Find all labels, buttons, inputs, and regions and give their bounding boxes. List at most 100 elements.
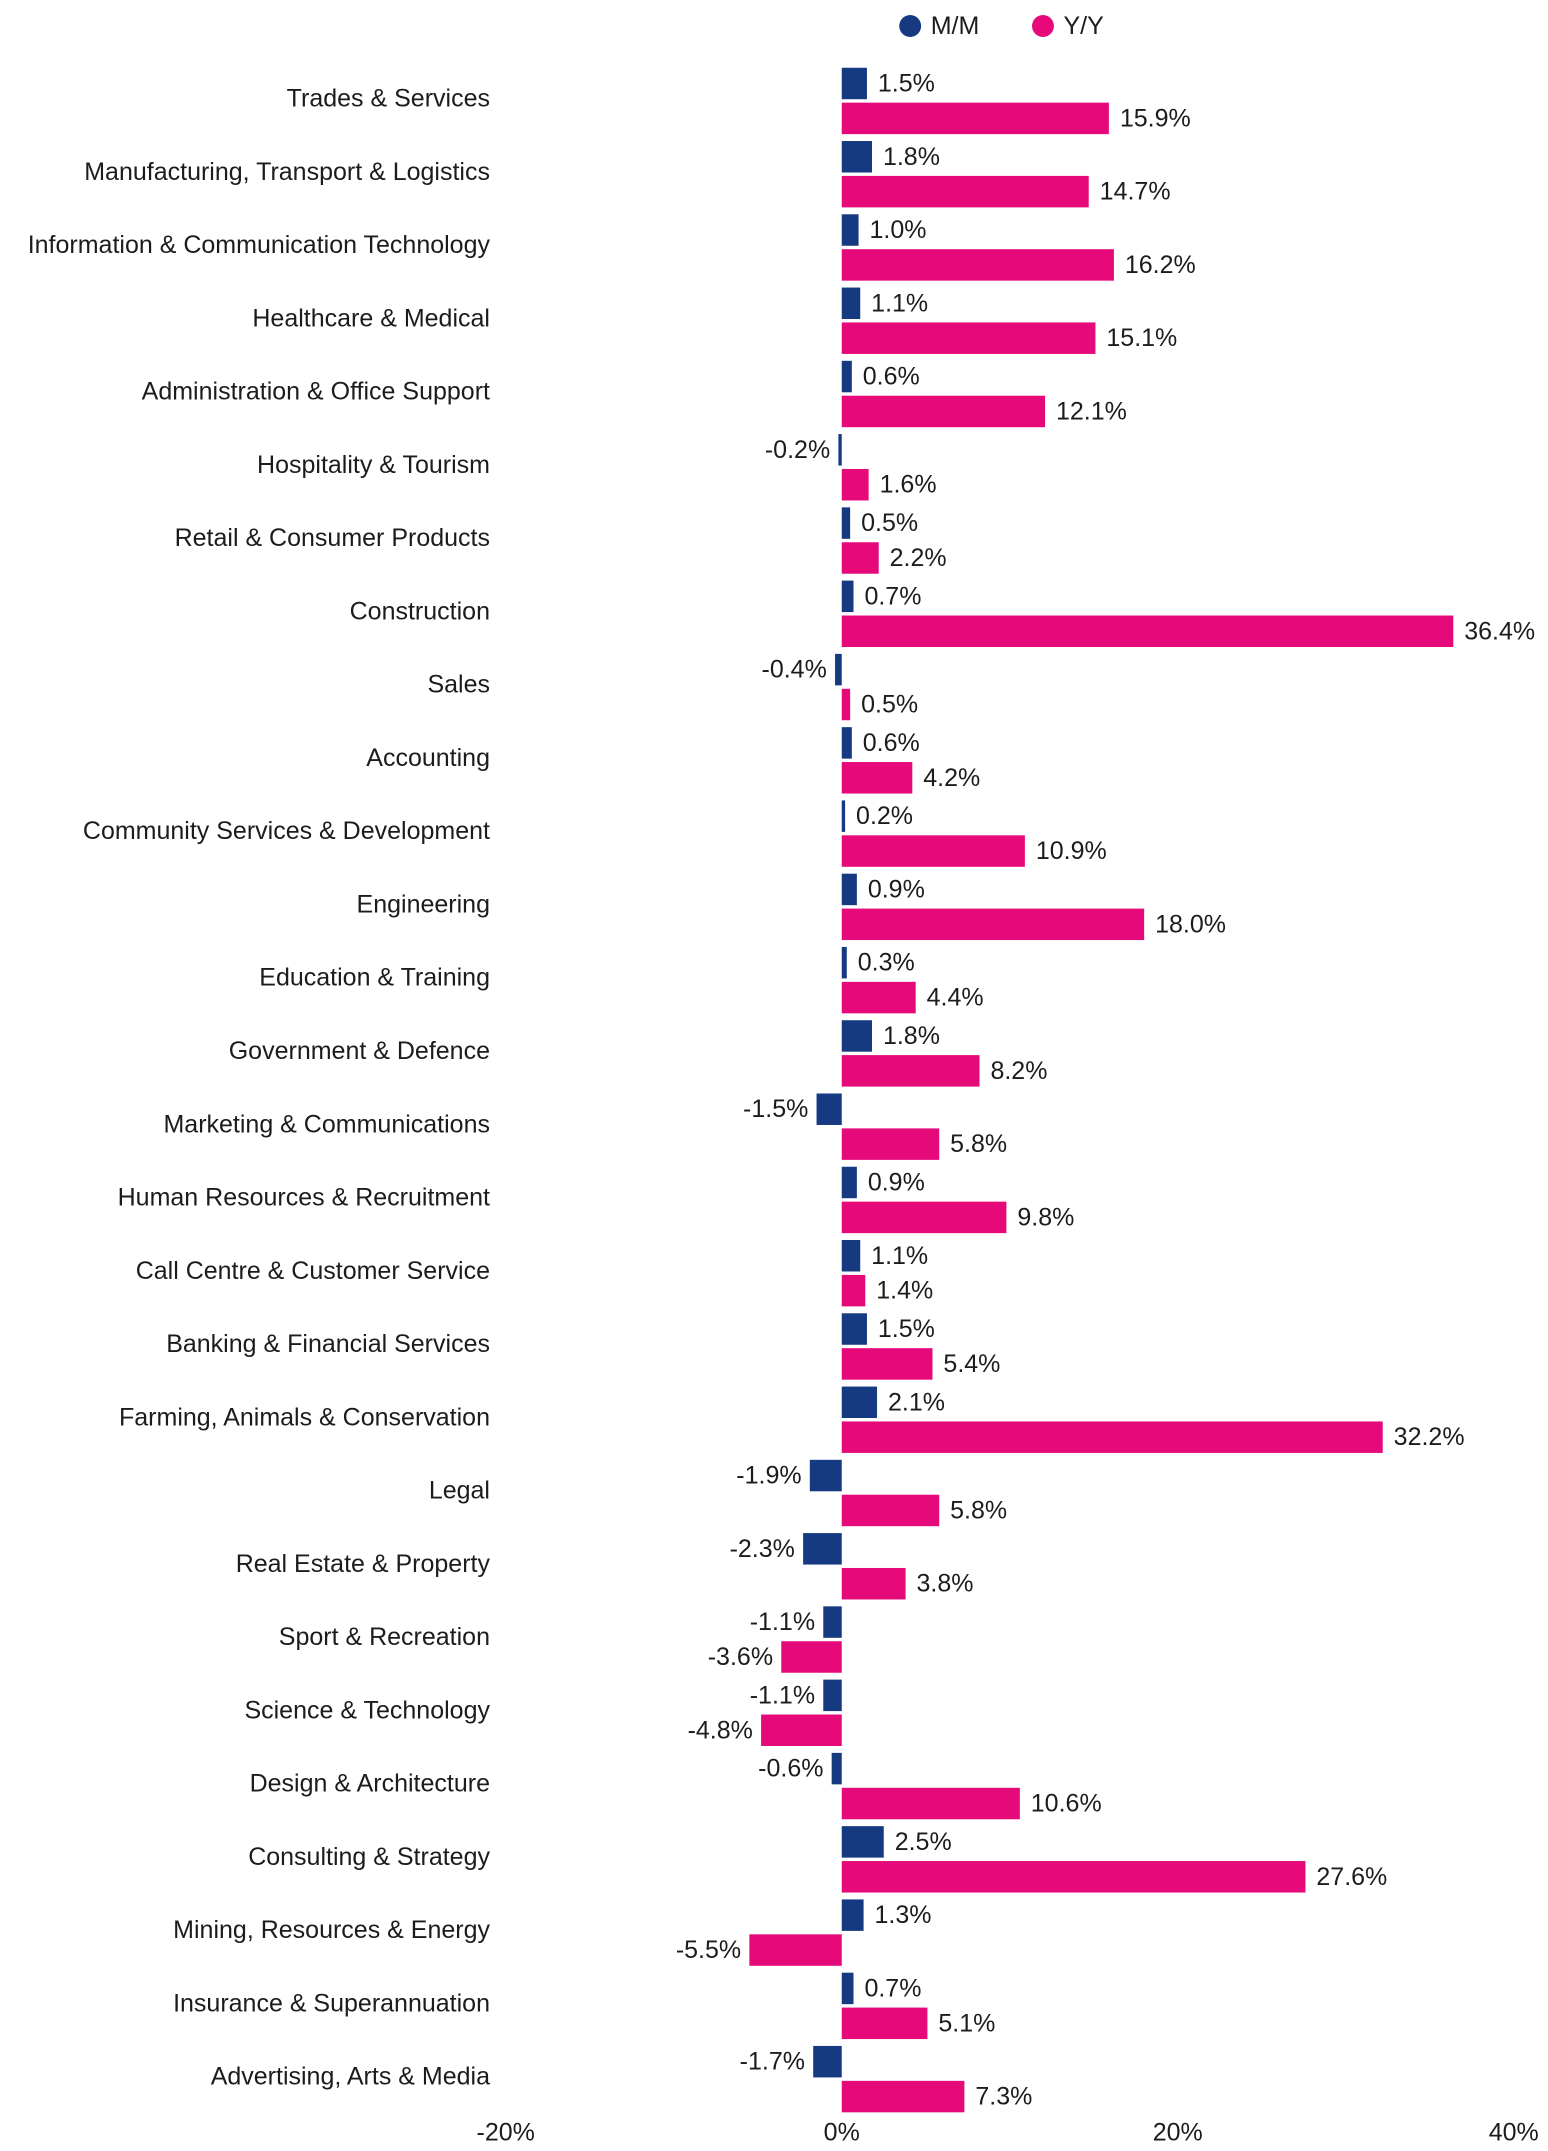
yy-bar-hospitality-and-tourism bbox=[841, 468, 869, 501]
yy-bar-consulting-and-strategy bbox=[841, 1861, 1306, 1893]
mm-legend-marker bbox=[899, 15, 922, 37]
yy-bar-legal bbox=[841, 1494, 940, 1527]
yy-bar-marketing-and-communications bbox=[841, 1128, 940, 1160]
yy-bar-manufacturing-transport-and-logistics bbox=[841, 175, 1089, 208]
mm-value-label-legal: -1.9% bbox=[736, 1462, 801, 1490]
category-label-real-estate-and-property: Real Estate & Property bbox=[236, 1550, 491, 1578]
yy-value-label-education-and-training: 4.4% bbox=[927, 984, 984, 1012]
yy-value-label-sport-and-recreation: -3.6% bbox=[708, 1643, 773, 1671]
yy-bar-education-and-training bbox=[841, 981, 916, 1014]
mm-legend-label: M/M bbox=[931, 12, 980, 40]
mm-bar-engineering bbox=[841, 873, 857, 906]
yy-value-label-farming-animals-and-conservation: 32.2% bbox=[1394, 1423, 1465, 1451]
mm-bar-hospitality-and-tourism bbox=[838, 434, 842, 466]
bars bbox=[749, 67, 1454, 2113]
yy-value-label-legal: 5.8% bbox=[950, 1496, 1007, 1524]
x-axis: -20% 0% 20% 40% bbox=[477, 2118, 1539, 2146]
yy-value-label-call-centre-and-customer-service: 1.4% bbox=[876, 1277, 933, 1305]
x-tick-label: -20% bbox=[477, 2118, 535, 2146]
yy-bar-government-and-defence bbox=[841, 1055, 980, 1087]
mm-bar-consulting-and-strategy bbox=[841, 1826, 884, 1858]
category-label-manufacturing-transport-and-logistics: Manufacturing, Transport & Logistics bbox=[84, 158, 490, 186]
category-label-community-services-and-development: Community Services & Development bbox=[83, 817, 490, 845]
mm-value-label-design-and-architecture: -0.6% bbox=[758, 1755, 823, 1783]
mm-value-label-farming-animals-and-conservation: 2.1% bbox=[888, 1388, 945, 1416]
mm-bar-real-estate-and-property bbox=[803, 1533, 842, 1565]
category-label-science-and-technology: Science & Technology bbox=[244, 1696, 490, 1724]
mm-value-label-information-and-communication-technology: 1.0% bbox=[870, 216, 927, 244]
mm-bar-information-and-communication-technology bbox=[841, 214, 859, 246]
category-label-sales: Sales bbox=[427, 671, 490, 699]
mm-bar-sport-and-recreation bbox=[823, 1606, 842, 1638]
yy-bar-information-and-communication-technology bbox=[841, 249, 1114, 281]
mm-value-label-retail-and-consumer-products: 0.5% bbox=[861, 509, 918, 537]
yy-value-label-manufacturing-transport-and-logistics: 14.7% bbox=[1100, 178, 1171, 206]
yy-bar-engineering bbox=[841, 908, 1145, 941]
category-label-accounting: Accounting bbox=[366, 744, 490, 772]
mm-value-label-education-and-training: 0.3% bbox=[858, 949, 915, 977]
yy-value-label-marketing-and-communications: 5.8% bbox=[950, 1130, 1007, 1158]
yy-value-label-information-and-communication-technology: 16.2% bbox=[1125, 251, 1196, 279]
mm-value-label-community-services-and-development: 0.2% bbox=[856, 802, 913, 830]
mm-value-label-manufacturing-transport-and-logistics: 1.8% bbox=[883, 143, 940, 171]
yy-value-label-administration-and-office-support: 12.1% bbox=[1056, 397, 1127, 425]
yy-value-label-advertising-arts-and-media: 7.3% bbox=[975, 2083, 1032, 2111]
category-label-call-centre-and-customer-service: Call Centre & Customer Service bbox=[136, 1257, 490, 1285]
yy-value-label-retail-and-consumer-products: 2.2% bbox=[890, 544, 947, 572]
category-label-human-resources-and-recruitment: Human Resources & Recruitment bbox=[118, 1184, 490, 1212]
category-label-government-and-defence: Government & Defence bbox=[229, 1037, 490, 1065]
category-label-consulting-and-strategy: Consulting & Strategy bbox=[248, 1843, 490, 1871]
yy-bar-mining-resources-and-energy bbox=[749, 1934, 842, 1966]
mm-value-label-engineering: 0.9% bbox=[868, 875, 925, 903]
yy-value-label-accounting: 4.2% bbox=[923, 764, 980, 792]
x-tick-label: 0% bbox=[824, 2118, 860, 2146]
yy-legend-label: Y/Y bbox=[1063, 12, 1104, 40]
mm-bar-advertising-arts-and-media bbox=[813, 2045, 842, 2078]
mm-value-label-administration-and-office-support: 0.6% bbox=[863, 363, 920, 391]
mm-value-label-consulting-and-strategy: 2.5% bbox=[895, 1828, 952, 1856]
mm-bar-banking-and-financial-services bbox=[841, 1313, 867, 1345]
mm-value-label-marketing-and-communications: -1.5% bbox=[743, 1095, 808, 1123]
x-tick-label: 40% bbox=[1489, 2118, 1539, 2146]
mm-value-label-sport-and-recreation: -1.1% bbox=[750, 1608, 815, 1636]
mm-value-label-trades-and-services: 1.5% bbox=[878, 69, 935, 97]
mm-value-label-healthcare-and-medical: 1.1% bbox=[871, 289, 928, 317]
yy-bar-farming-animals-and-conservation bbox=[841, 1421, 1383, 1453]
mm-bar-insurance-and-superannuation bbox=[841, 1972, 854, 2005]
category-label-education-and-training: Education & Training bbox=[259, 964, 490, 992]
yy-bar-real-estate-and-property bbox=[841, 1567, 906, 1600]
mm-bar-manufacturing-transport-and-logistics bbox=[841, 141, 872, 173]
yy-bar-call-centre-and-customer-service bbox=[841, 1274, 866, 1307]
mm-bar-sales bbox=[835, 653, 842, 686]
yy-value-label-science-and-technology: -4.8% bbox=[688, 1716, 753, 1744]
category-label-sport-and-recreation: Sport & Recreation bbox=[279, 1623, 490, 1651]
mm-value-label-real-estate-and-property: -2.3% bbox=[730, 1535, 795, 1563]
mm-value-label-call-centre-and-customer-service: 1.1% bbox=[871, 1242, 928, 1270]
mm-bar-design-and-architecture bbox=[831, 1752, 842, 1785]
mm-value-label-accounting: 0.6% bbox=[863, 729, 920, 757]
category-label-information-and-communication-technology: Information & Communication Technology bbox=[28, 231, 491, 259]
category-label-hospitality-and-tourism: Hospitality & Tourism bbox=[257, 451, 490, 479]
yy-value-label-sales: 0.5% bbox=[861, 691, 918, 719]
yy-bar-advertising-arts-and-media bbox=[841, 2080, 965, 2113]
yy-legend-marker bbox=[1032, 15, 1054, 37]
yy-value-label-engineering: 18.0% bbox=[1155, 910, 1226, 938]
yy-value-label-construction: 36.4% bbox=[1464, 617, 1535, 645]
yy-bar-retail-and-consumer-products bbox=[841, 542, 879, 574]
yy-bar-trades-and-services bbox=[841, 102, 1109, 135]
category-label-trades-and-services: Trades & Services bbox=[287, 85, 490, 113]
category-label-mining-resources-and-energy: Mining, Resources & Energy bbox=[173, 1916, 490, 1944]
category-label-retail-and-consumer-products: Retail & Consumer Products bbox=[175, 524, 490, 552]
mm-bar-legal bbox=[809, 1459, 842, 1492]
yy-value-label-real-estate-and-property: 3.8% bbox=[917, 1570, 974, 1598]
yy-bar-healthcare-and-medical bbox=[841, 322, 1096, 354]
category-label-construction: Construction bbox=[350, 597, 490, 625]
yy-value-label-community-services-and-development: 10.9% bbox=[1036, 837, 1107, 865]
yy-bar-accounting bbox=[841, 762, 913, 794]
mm-bar-science-and-technology bbox=[823, 1679, 842, 1712]
yy-value-label-hospitality-and-tourism: 1.6% bbox=[880, 471, 937, 499]
mm-bar-accounting bbox=[841, 727, 852, 759]
mm-bar-education-and-training bbox=[841, 946, 847, 979]
mm-value-label-advertising-arts-and-media: -1.7% bbox=[740, 2048, 805, 2076]
mm-bar-healthcare-and-medical bbox=[841, 287, 861, 320]
